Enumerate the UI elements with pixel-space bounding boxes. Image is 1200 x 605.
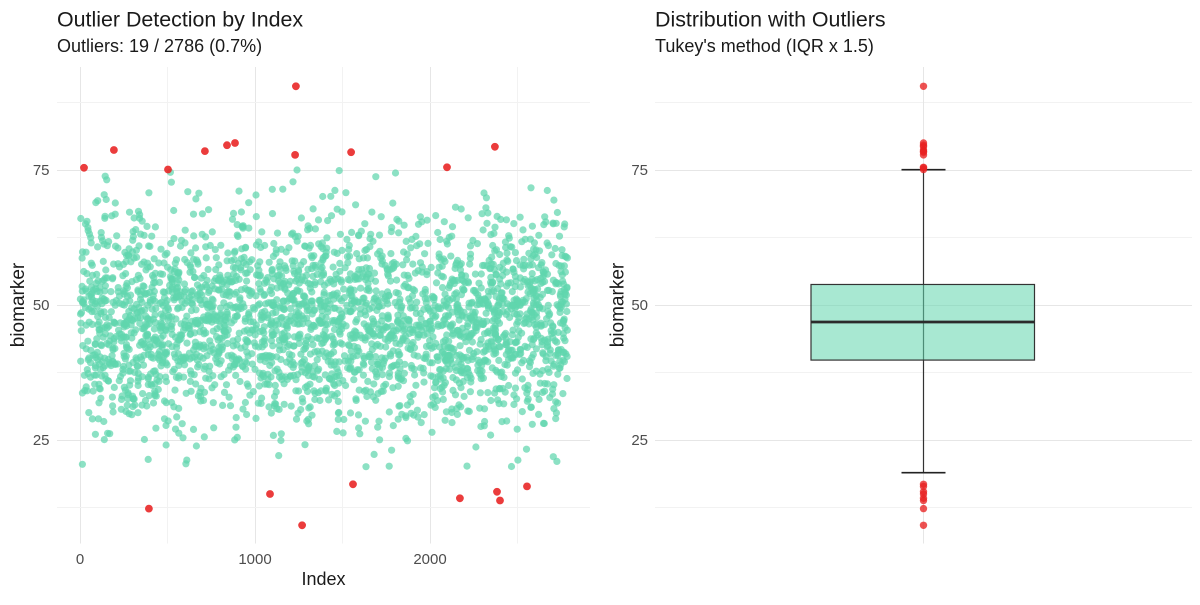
svg-text:Index: Index bbox=[301, 569, 345, 589]
svg-text:Tukey's method (IQR x 1.5): Tukey's method (IQR x 1.5) bbox=[655, 36, 874, 56]
svg-text:biomarker: biomarker bbox=[8, 262, 29, 347]
svg-text:Outliers: 19 / 2786 (0.7%): Outliers: 19 / 2786 (0.7%) bbox=[57, 36, 262, 56]
svg-text:0: 0 bbox=[76, 551, 84, 568]
svg-text:75: 75 bbox=[33, 162, 50, 179]
svg-text:biomarker: biomarker bbox=[608, 262, 629, 347]
svg-text:50: 50 bbox=[631, 297, 648, 314]
svg-text:50: 50 bbox=[33, 297, 50, 314]
svg-text:Outlier Detection by Index: Outlier Detection by Index bbox=[57, 8, 303, 32]
svg-text:2000: 2000 bbox=[413, 551, 446, 568]
svg-text:Distribution with Outliers: Distribution with Outliers bbox=[655, 8, 886, 32]
svg-text:75: 75 bbox=[631, 162, 648, 179]
svg-text:1000: 1000 bbox=[238, 551, 271, 568]
svg-text:25: 25 bbox=[631, 432, 648, 449]
svg-text:25: 25 bbox=[33, 432, 50, 449]
